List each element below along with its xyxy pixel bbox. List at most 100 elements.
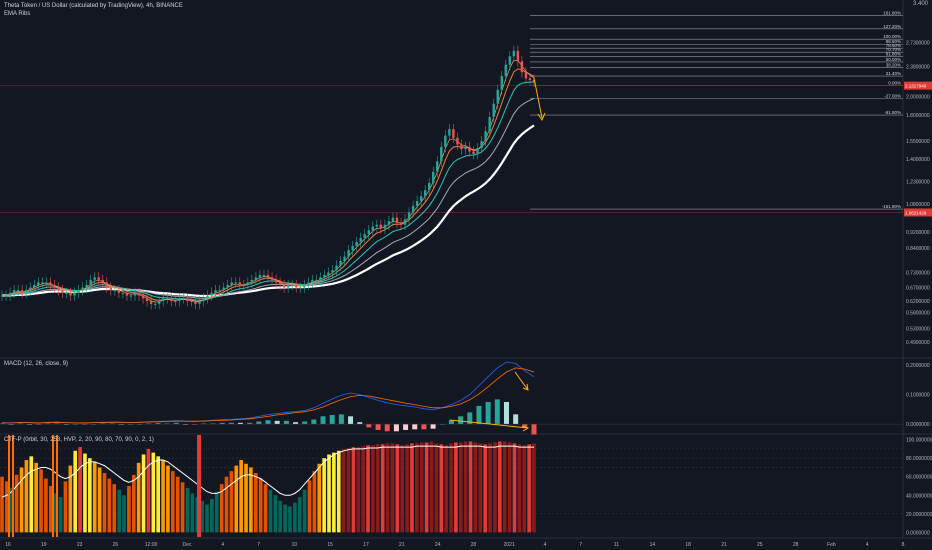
ctf-bar <box>14 474 19 533</box>
macd-histogram-bar <box>54 423 60 425</box>
macd-histogram-bar <box>467 412 473 425</box>
ctf-bar <box>258 478 263 533</box>
candle-body <box>496 89 499 104</box>
candle-body <box>234 282 237 284</box>
macd-histogram-bar <box>448 420 454 425</box>
ctf-bar <box>24 460 29 533</box>
macd-histogram-bar <box>531 424 537 435</box>
candle-body <box>343 256 346 261</box>
time-tick-label: 7 <box>579 542 582 548</box>
ctf-bar <box>273 495 278 533</box>
candle-body <box>423 190 427 197</box>
ctf-bar <box>502 441 507 533</box>
candle-body <box>250 279 254 283</box>
ctf-bar <box>229 471 234 533</box>
candle-body <box>415 200 419 206</box>
macd-histogram-bar <box>109 423 115 425</box>
candle-body <box>226 284 229 288</box>
forecast-arrowhead <box>537 112 546 122</box>
fib-level-label: 70.70% <box>886 47 901 52</box>
candle-body <box>359 237 362 242</box>
ctf-bar <box>473 442 478 533</box>
time-tick-label: 7 <box>257 542 260 548</box>
time-tick-label: 14 <box>650 542 656 548</box>
ctf-bar <box>34 462 38 533</box>
ctf-bar <box>458 442 463 533</box>
fib-level-label: 78.60% <box>886 43 901 48</box>
candle-body <box>8 292 12 296</box>
fib-level-label: 38.20% <box>886 63 901 68</box>
ctf-bar <box>405 444 409 533</box>
ctf-line <box>1 445 534 498</box>
time-tick-label: 21 <box>721 542 727 548</box>
ctf-tick-label: 20.0000000 <box>906 512 932 518</box>
macd-histogram-bar <box>219 422 225 425</box>
candle-body <box>149 301 153 304</box>
ctf-bar <box>268 489 273 533</box>
candle-body <box>230 282 233 285</box>
candle-body <box>399 222 403 225</box>
ctf-bar <box>210 498 214 533</box>
ctf-tick-label: 80.0000000 <box>906 456 932 462</box>
candle-body <box>101 279 104 283</box>
ctf-bar <box>5 481 9 533</box>
ctf-signal-band <box>8 435 10 537</box>
fib-level-label: 50.00% <box>886 57 901 62</box>
candle-body <box>428 182 431 191</box>
candle-body <box>93 277 96 280</box>
macd-histogram-bar <box>522 424 528 429</box>
ctf-bar <box>327 454 331 533</box>
candle-body <box>97 277 100 280</box>
macd-histogram-bar <box>137 424 143 425</box>
macd-histogram-bar <box>485 401 491 425</box>
candle-body <box>37 282 40 285</box>
time-tick-label: 19 <box>41 542 47 548</box>
ctf-bar <box>488 443 492 533</box>
candle-body <box>174 301 177 303</box>
candle-body <box>339 260 342 266</box>
symbol-title[interactable]: Theta Token / US Dollar (calculated by T… <box>4 3 183 9</box>
ctf-bar <box>166 465 170 533</box>
macd-histogram-bar <box>384 424 390 432</box>
macd-title[interactable]: MACD (12, 26, close, 9) <box>4 361 69 367</box>
ctf-bar <box>400 445 405 533</box>
candle-body <box>468 146 471 152</box>
fib-level-label: -61.80% <box>884 110 901 115</box>
ctf-bar <box>419 442 424 533</box>
candle-body <box>274 279 278 283</box>
candle-body <box>440 146 443 162</box>
indicator-title[interactable]: EMA Ribs <box>4 11 31 17</box>
ctf-bar <box>136 462 141 533</box>
candle-body <box>395 217 399 223</box>
candle-body <box>363 234 366 238</box>
candle-body <box>210 292 213 296</box>
candle-body <box>222 287 225 291</box>
candle-body <box>311 279 314 283</box>
ctf-title[interactable]: CTF-P (0rbit, 30, 253, HVP, 2, 20, 90, 8… <box>4 437 154 443</box>
macd-histogram-bar <box>173 422 179 425</box>
candle-body <box>407 212 411 220</box>
candle-body <box>202 298 205 302</box>
time-tick-label: 4 <box>221 542 224 548</box>
macd-histogram-bar <box>8 424 14 425</box>
fib-level-label: 127.20% <box>883 24 901 29</box>
macd-histogram-bar <box>366 424 372 428</box>
candle-body <box>16 290 20 292</box>
macd-histogram-bar <box>421 424 427 430</box>
ctf-bar <box>356 447 361 533</box>
candle-body <box>504 64 507 77</box>
ctf-bar <box>127 486 131 533</box>
candle-body <box>20 290 24 293</box>
candle-body <box>206 295 209 299</box>
macd-histogram-bar <box>247 422 253 425</box>
ctf-bar <box>78 447 82 533</box>
price-tag <box>904 81 932 90</box>
macd-histogram-bar <box>265 420 271 425</box>
macd-histogram-bar <box>338 414 344 425</box>
macd-histogram-bar <box>476 405 482 425</box>
candle-body <box>238 282 241 285</box>
time-tick-label: 11 <box>614 542 619 548</box>
fib-level-label: 0.00% <box>888 81 901 86</box>
candle-body <box>520 61 524 73</box>
